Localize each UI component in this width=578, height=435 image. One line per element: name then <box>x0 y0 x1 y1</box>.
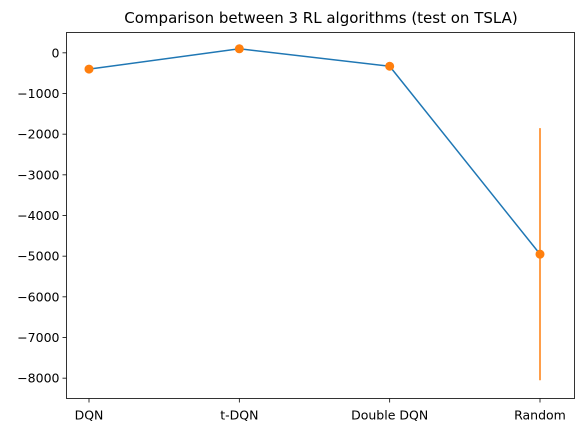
x-tick-label: Random <box>514 408 566 423</box>
series-group <box>84 44 545 381</box>
x-tick-label: Double DQN <box>351 408 428 423</box>
y-tick-label: −5000 <box>17 249 59 264</box>
y-tick-label: −1000 <box>17 86 59 101</box>
y-tick-label: −4000 <box>17 208 59 223</box>
plot-area-frame <box>66 32 575 399</box>
y-tick-label: −6000 <box>17 289 59 304</box>
x-tick-label: DQN <box>75 408 104 423</box>
y-tick-label: −7000 <box>17 330 59 345</box>
x-tick-label: t-DQN <box>220 408 258 423</box>
series-line <box>88 48 541 255</box>
chart-title: Comparison between 3 RL algorithms (test… <box>124 9 517 27</box>
data-point <box>535 249 545 259</box>
x-axis: DQN t-DQN Double DQN Random <box>75 398 566 423</box>
y-tick-label: −8000 <box>17 371 59 386</box>
y-tick-label: −2000 <box>17 127 59 142</box>
data-point <box>385 61 395 71</box>
data-point <box>234 44 244 54</box>
y-axis: 0 −1000 −2000 −3000 −4000 −5000 −6000 −7000 −800… <box>17 45 67 386</box>
y-tick-label: −3000 <box>17 167 59 182</box>
data-point <box>84 64 94 74</box>
y-tick-label: 0 <box>52 45 60 60</box>
